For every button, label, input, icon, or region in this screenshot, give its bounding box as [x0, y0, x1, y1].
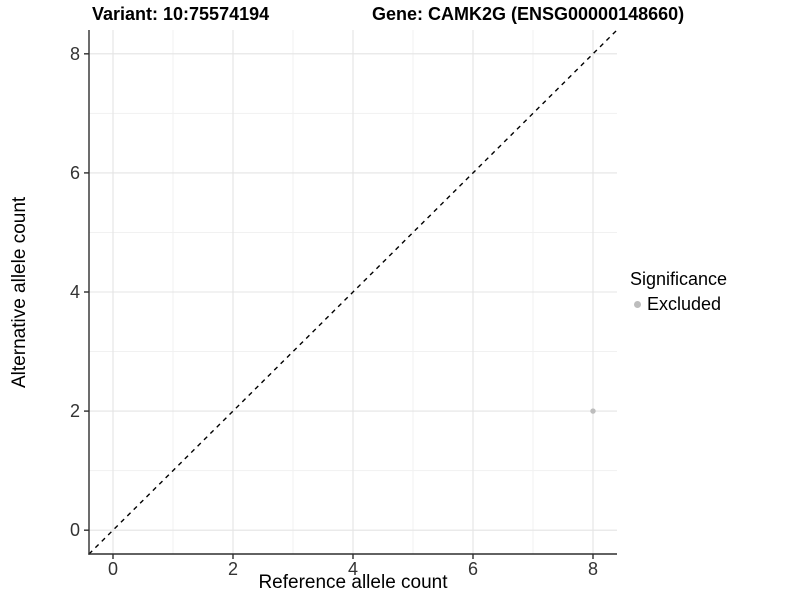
x-tick-label: 2 — [228, 559, 238, 579]
x-tick-label: 8 — [588, 559, 598, 579]
y-axis-title: Alternative allele count — [9, 196, 30, 388]
legend-title: Significance — [630, 269, 728, 289]
y-tick-label: 6 — [70, 163, 80, 183]
legend-item-label: Excluded — [647, 293, 722, 314]
y-tick-label: 8 — [70, 44, 80, 64]
plot-title-gene: Gene: CAMK2G (ENSG00000148660) — [372, 4, 685, 24]
x-tick-label: 6 — [468, 559, 478, 579]
legend-key-dot — [634, 300, 641, 308]
legend-item: Excluded — [630, 293, 727, 315]
x-tick-label: 4 — [348, 559, 358, 579]
y-tick-label: 2 — [70, 401, 80, 421]
y-tick-label: 0 — [70, 520, 80, 540]
y-tick-label: 4 — [70, 282, 80, 302]
x-axis-title: Reference allele count — [258, 572, 448, 593]
identity-dashed-line — [88, 29, 618, 555]
x-tick-label: 0 — [108, 559, 118, 579]
data-point-excluded — [590, 408, 596, 414]
legend-items: Excluded — [630, 293, 727, 315]
plot-title-variant: Variant: 10:75574194 — [92, 4, 270, 24]
legend: Significance Excluded — [630, 268, 727, 314]
